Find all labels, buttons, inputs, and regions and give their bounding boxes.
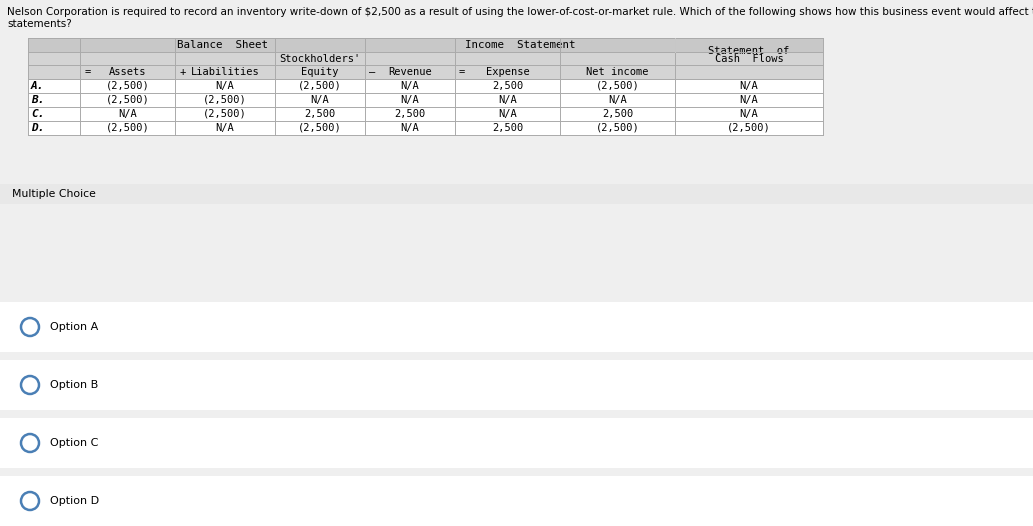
Text: N/A: N/A <box>216 123 234 133</box>
Circle shape <box>21 492 39 510</box>
Text: Nelson Corporation is required to record an inventory write-down of $2,500 as a : Nelson Corporation is required to record… <box>7 7 1033 17</box>
Text: Balance  Sheet: Balance Sheet <box>177 40 268 50</box>
Text: =: = <box>459 67 465 77</box>
Text: =: = <box>85 67 91 77</box>
Text: Stockholders': Stockholders' <box>279 54 361 64</box>
Text: 2,500: 2,500 <box>395 109 426 119</box>
Bar <box>28 79 823 93</box>
Text: (2,500): (2,500) <box>299 81 342 91</box>
Text: N/A: N/A <box>401 95 419 105</box>
Circle shape <box>21 318 39 336</box>
Text: (2,500): (2,500) <box>596 123 639 133</box>
Text: N/A: N/A <box>740 109 758 119</box>
Text: N/A: N/A <box>216 81 234 91</box>
Text: N/A: N/A <box>401 81 419 91</box>
Text: +: + <box>179 67 185 77</box>
Text: D.: D. <box>31 123 44 133</box>
Text: (2,500): (2,500) <box>204 109 247 119</box>
Text: C.: C. <box>31 109 44 119</box>
Circle shape <box>21 376 39 394</box>
Text: N/A: N/A <box>740 95 758 105</box>
Text: Income  Statement: Income Statement <box>465 40 575 50</box>
Bar <box>0 184 1033 204</box>
Text: Assets: Assets <box>108 67 147 77</box>
Bar <box>28 38 823 135</box>
Text: Option D: Option D <box>50 496 99 506</box>
Text: 2,500: 2,500 <box>602 109 633 119</box>
Text: Net income: Net income <box>587 67 649 77</box>
Text: 2,500: 2,500 <box>492 123 523 133</box>
Text: N/A: N/A <box>311 95 330 105</box>
Text: Cash  Flows: Cash Flows <box>715 55 783 65</box>
Text: N/A: N/A <box>401 123 419 133</box>
Text: (2,500): (2,500) <box>204 95 247 105</box>
Text: –: – <box>369 67 375 77</box>
Text: statements?: statements? <box>7 19 71 29</box>
Text: Option C: Option C <box>50 438 98 448</box>
Text: Option B: Option B <box>50 380 98 390</box>
Text: (2,500): (2,500) <box>299 123 342 133</box>
Text: N/A: N/A <box>498 95 516 105</box>
Text: Option A: Option A <box>50 322 98 332</box>
Text: A.: A. <box>31 81 44 91</box>
Bar <box>28 38 823 52</box>
Circle shape <box>21 434 39 452</box>
Bar <box>0 476 1033 526</box>
Bar <box>28 121 823 135</box>
Text: (2,500): (2,500) <box>596 81 639 91</box>
Text: Liabilities: Liabilities <box>191 67 259 77</box>
Text: Revenue: Revenue <box>388 67 432 77</box>
Text: Statement  of: Statement of <box>709 46 789 56</box>
Text: (2,500): (2,500) <box>105 95 150 105</box>
Bar <box>0 418 1033 468</box>
Text: (2,500): (2,500) <box>105 81 150 91</box>
Text: (2,500): (2,500) <box>105 123 150 133</box>
Text: N/A: N/A <box>608 95 627 105</box>
Text: (2,500): (2,500) <box>727 123 771 133</box>
Text: 2,500: 2,500 <box>305 109 336 119</box>
Text: Expense: Expense <box>486 67 529 77</box>
Text: 2,500: 2,500 <box>492 81 523 91</box>
Text: Multiple Choice: Multiple Choice <box>12 189 96 199</box>
Text: Equity: Equity <box>302 67 339 77</box>
Bar <box>0 360 1033 410</box>
Bar <box>28 93 823 107</box>
Bar <box>0 302 1033 352</box>
Bar <box>28 107 823 121</box>
Text: N/A: N/A <box>498 109 516 119</box>
Text: B.: B. <box>31 95 44 105</box>
Bar <box>28 52 823 65</box>
Text: N/A: N/A <box>118 109 137 119</box>
Bar <box>28 65 823 79</box>
Text: N/A: N/A <box>740 81 758 91</box>
